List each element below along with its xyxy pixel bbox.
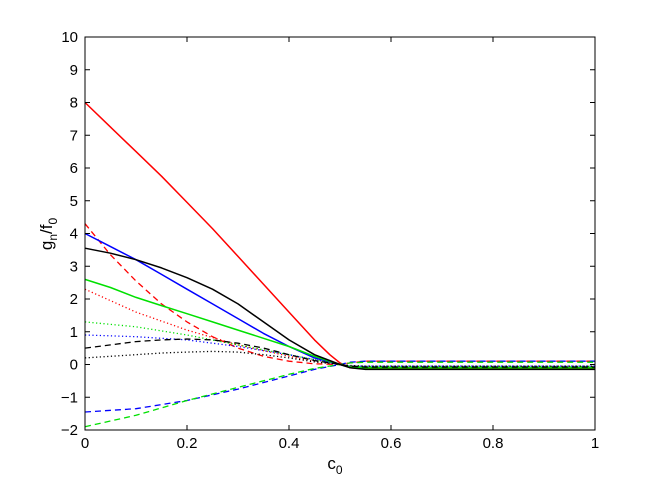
x-tick-label: 1: [591, 435, 599, 452]
ticks-layer: 0 0.2 0.4 0.6 0.8 1 −2 −1 0 1 2 3 4 5 6 7 8 9 10: [61, 29, 599, 452]
y-tick-label: 10: [61, 29, 78, 46]
series-line-8: [84, 321, 595, 368]
x-axis-label: c0: [327, 454, 343, 477]
series-line-1: [84, 223, 595, 366]
y-tick-label: 0: [70, 357, 78, 374]
x-tick-label: 0.2: [177, 435, 198, 452]
x-axis-label-subscript: 0: [336, 463, 343, 477]
series-line-7: [84, 361, 595, 428]
y-axis-label-subscript: n: [46, 234, 60, 241]
x-axis-label-main: c: [327, 454, 336, 473]
y-tick-label: 2: [70, 291, 78, 308]
x-tick-label: 0.8: [483, 435, 504, 452]
y-tick-label: 5: [70, 193, 78, 210]
y-axis-label: gn/f0: [37, 218, 60, 251]
y-tick-label: 1: [70, 324, 78, 341]
y-tick-label: 6: [70, 160, 78, 177]
y-axis-label-sep: /f: [37, 224, 56, 234]
y-axis-label-main: g: [37, 241, 56, 250]
series-line-9: [84, 247, 595, 371]
y-tick-label: 8: [70, 95, 78, 112]
y-tick-label: 3: [70, 258, 78, 275]
series-line-6: [84, 278, 595, 369]
y-tick-label: −2: [61, 422, 78, 439]
series-layer: [84, 101, 595, 428]
series-line-11: [84, 350, 595, 367]
series-line-10: [84, 338, 595, 368]
x-tick-label: 0.6: [381, 435, 402, 452]
x-tick-label: 0: [81, 435, 89, 452]
x-tick-label: 0.4: [279, 435, 300, 452]
series-line-2: [84, 288, 595, 368]
y-tick-label: 4: [70, 226, 78, 243]
y-axis-label-subscript2: 0: [46, 218, 60, 225]
y-tick-label: 7: [70, 127, 78, 144]
y-tick-label: 9: [70, 62, 78, 79]
series-line-4: [84, 360, 595, 413]
y-tick-label: −1: [61, 389, 78, 406]
